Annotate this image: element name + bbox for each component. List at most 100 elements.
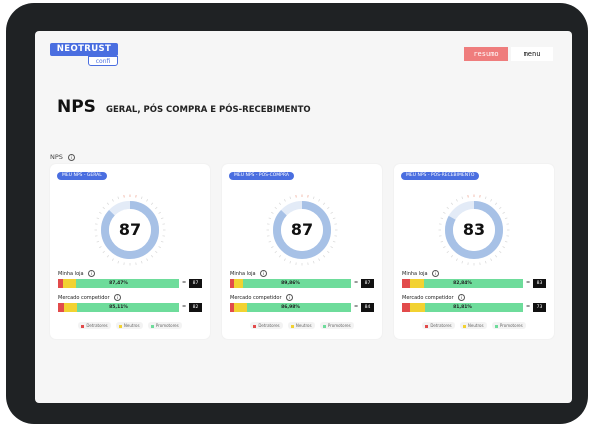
- legend-neutrals: Neutros: [459, 322, 487, 329]
- gauge-tick: [274, 206, 277, 210]
- gauge-tick: [289, 260, 292, 264]
- gauge-center: [109, 209, 151, 251]
- gauge-tick: [102, 206, 105, 210]
- gauge-tick: [327, 206, 330, 210]
- legend: Detratores Neutros Promotores: [394, 322, 554, 329]
- gauge-tick: [312, 260, 315, 264]
- gauge-tick: [494, 255, 498, 258]
- gauge-tick: [504, 240, 508, 243]
- score-badge: 73: [533, 303, 546, 312]
- gauge-tick: [504, 217, 508, 220]
- my-store-label: Minha loja i: [402, 270, 440, 277]
- menu-button[interactable]: menu: [511, 47, 553, 61]
- promoters-segment: [77, 303, 179, 312]
- gauge-tick: [450, 202, 454, 205]
- gauge-tick: [440, 240, 444, 243]
- promoters-segment: [424, 303, 523, 312]
- equals-sign: =: [354, 280, 359, 286]
- neutrals-segment: [233, 279, 244, 288]
- equals-sign: =: [526, 304, 531, 310]
- split-bar: 85,11%: [58, 303, 179, 312]
- gauge-tick: [106, 202, 110, 205]
- gauge-tick: [330, 246, 333, 249]
- split-bar: 89,86%: [230, 279, 351, 288]
- gauge-tick: [106, 255, 110, 258]
- info-icon[interactable]: i: [114, 294, 122, 301]
- legend-promoters: Promotores: [147, 322, 182, 329]
- my-store-label: Minha loja i: [58, 270, 96, 277]
- my-store-bar: 82,84% = 83: [402, 279, 546, 288]
- gauge-center: [281, 209, 323, 251]
- split-bar: 82,84%: [402, 279, 523, 288]
- page-subtitle: GERAL, PÓS COMPRA E PÓS-RECEBIMENTO: [106, 105, 311, 115]
- info-icon[interactable]: i: [432, 270, 440, 277]
- gauge-tick: [318, 199, 321, 202]
- gauge-tick: [283, 258, 286, 261]
- info-icon[interactable]: i: [68, 153, 75, 161]
- gauge-tick: [502, 211, 505, 214]
- gauge-tick: [327, 250, 330, 254]
- gauge-tick: [117, 260, 120, 264]
- neutrals-segment: [62, 279, 77, 288]
- detractors-segment: [58, 303, 65, 312]
- gauge-tick: [494, 202, 498, 205]
- gauge-tick: [268, 240, 272, 243]
- detractors-segment: [58, 279, 63, 288]
- competitor-label: Mercado competidor i: [58, 294, 122, 301]
- info-icon[interactable]: i: [88, 270, 96, 277]
- gauge-tick: [499, 206, 502, 210]
- gauge-tick: [490, 199, 493, 202]
- gauge-tick: [96, 217, 100, 220]
- gauge-tick: [271, 211, 274, 214]
- gauge-tick: [271, 246, 274, 249]
- gauge-tick: [155, 250, 158, 254]
- card-tag: MEU NPS - PÓS-COMPRA: [229, 172, 294, 180]
- card-tag: MEU NPS - GERAL: [57, 172, 107, 180]
- gauge-tick: [140, 196, 143, 200]
- gauge-value: 87: [118, 220, 142, 239]
- equals-sign: =: [526, 280, 531, 286]
- score-badge: 87: [361, 279, 374, 288]
- gauge-center: [453, 209, 495, 251]
- bar-percentage: 89,86%: [281, 281, 300, 286]
- gauge-tick: [440, 217, 444, 220]
- bar-percentage: 86,98%: [281, 305, 300, 310]
- info-icon[interactable]: i: [260, 270, 268, 277]
- promoters-segment: [423, 279, 523, 288]
- page-title: NPS: [57, 97, 96, 117]
- gauge-tick: [150, 255, 154, 258]
- nps-gauge: [438, 194, 510, 266]
- gauge-tick: [278, 255, 282, 258]
- legend: Detratores Neutros Promotores: [50, 322, 210, 329]
- gauge-tick: [332, 240, 336, 243]
- section-label: NPS i: [50, 153, 75, 161]
- equals-sign: =: [354, 304, 359, 310]
- section-label-text: NPS: [50, 153, 63, 161]
- gauge-tick: [446, 250, 449, 254]
- detractors-segment: [402, 279, 411, 288]
- score-badge: 84: [361, 303, 374, 312]
- info-icon[interactable]: i: [286, 294, 294, 301]
- brand-logo[interactable]: NEOTRUST confi: [50, 43, 118, 66]
- gauge-tick: [330, 211, 333, 214]
- gauge-tick: [283, 199, 286, 202]
- gauge-tick: [322, 202, 326, 205]
- gauge-tick: [484, 260, 487, 264]
- resumo-button[interactable]: resumo: [464, 47, 508, 61]
- info-icon[interactable]: i: [458, 294, 466, 301]
- bar-percentage: 87,47%: [109, 281, 128, 286]
- nps-gauge: [94, 194, 166, 266]
- promoters-segment: [243, 279, 351, 288]
- gauge-tick: [158, 246, 161, 249]
- my-store-label-text: Minha loja: [230, 271, 256, 277]
- gauge-tick: [146, 258, 149, 261]
- legend-detractors: Detratores: [422, 322, 455, 329]
- score-badge: 82: [189, 303, 202, 312]
- gauge-tick: [117, 196, 120, 200]
- competitor-label-text: Mercado competidor: [402, 295, 454, 301]
- card-tag: MEU NPS - PÓS-RECEBIMENTO: [401, 172, 480, 180]
- my-store-bar: 89,86% = 87: [230, 279, 374, 288]
- gauge-tick: [268, 217, 272, 220]
- gauge-arc: [273, 201, 331, 259]
- detractors-segment: [230, 279, 234, 288]
